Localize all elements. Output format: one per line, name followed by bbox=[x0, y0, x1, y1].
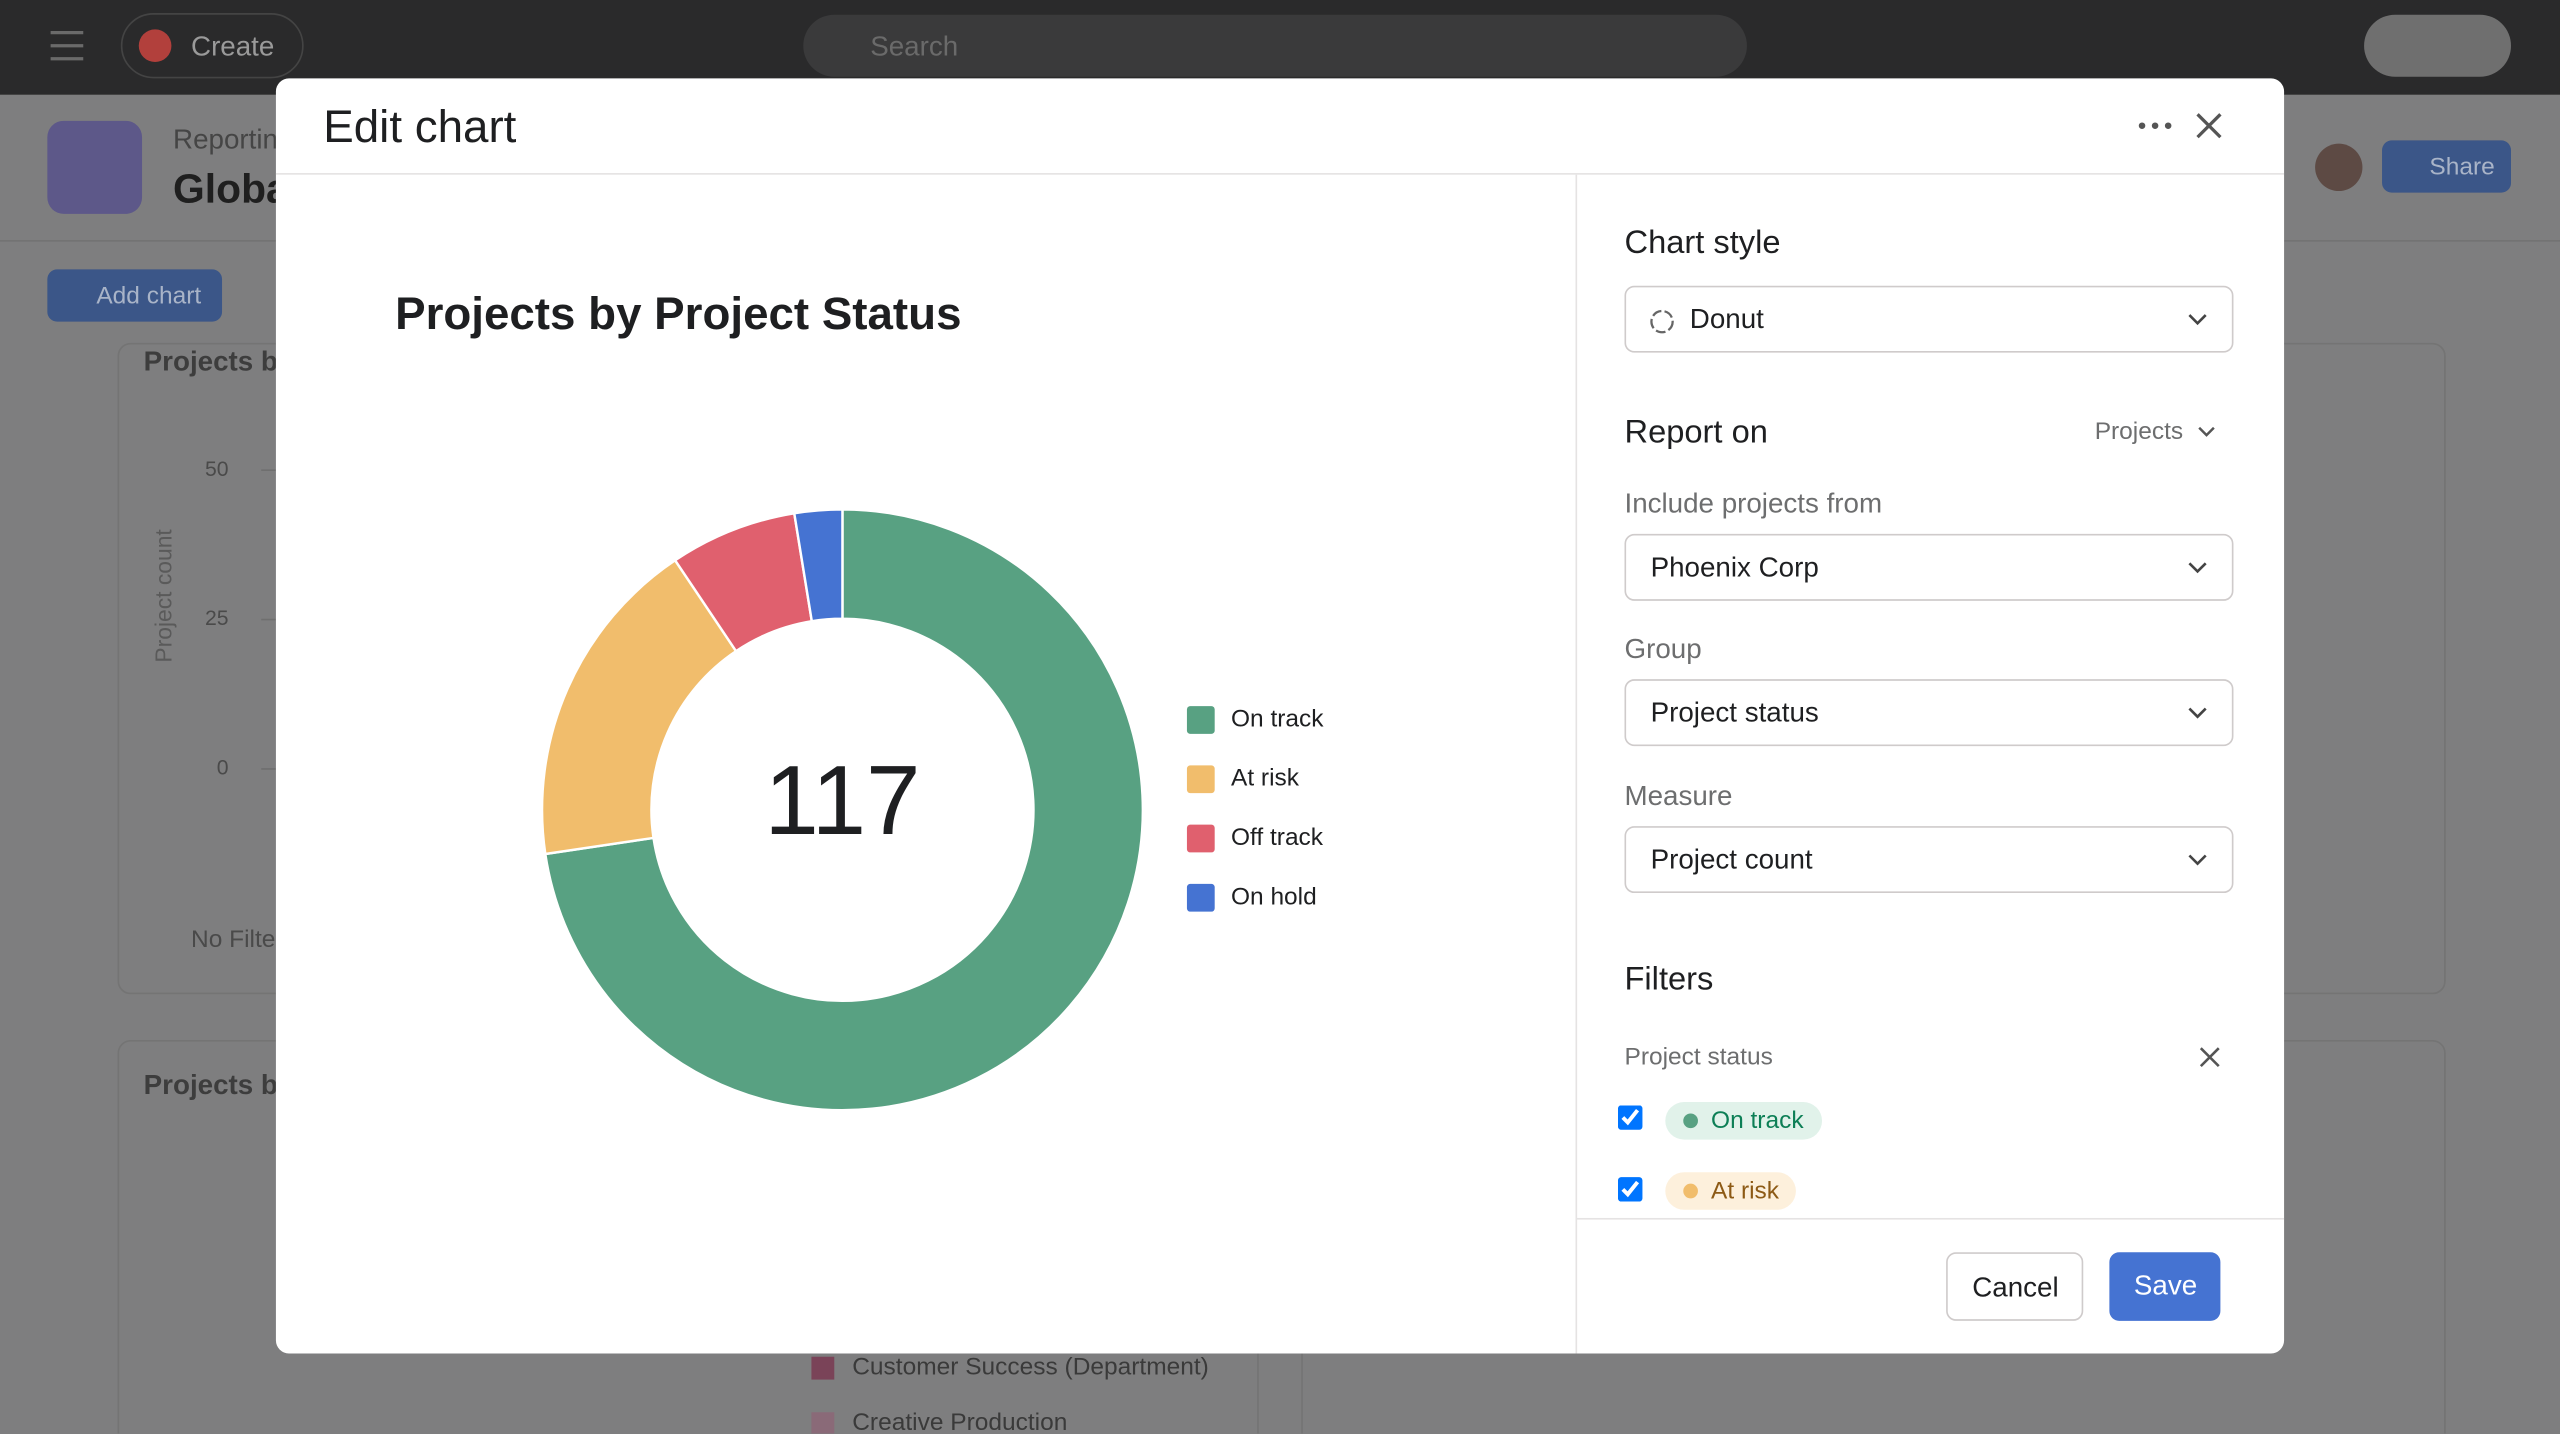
button-label: Save bbox=[2133, 1270, 2198, 1302]
filter-label: No Filte bbox=[191, 925, 276, 954]
donut-slice bbox=[543, 508, 1145, 1112]
breadcrumb: Reporting bbox=[173, 124, 294, 156]
include-dropdown[interactable]: Phoenix Corp bbox=[1624, 533, 2234, 601]
filter-checkbox[interactable] bbox=[1617, 1105, 1643, 1130]
close-button[interactable] bbox=[2196, 113, 2222, 139]
legend-label: Customer Success (Department) bbox=[852, 1353, 1209, 1382]
section-heading: Report on bbox=[1624, 414, 1768, 451]
create-button[interactable]: Create bbox=[120, 13, 304, 79]
y-tick-label: 0 bbox=[217, 757, 229, 780]
legend-label: On hold bbox=[1231, 883, 1317, 910]
donut-total: 117 bbox=[764, 745, 920, 855]
share-button[interactable]: Share bbox=[2382, 140, 2512, 193]
cancel-button[interactable]: Cancel bbox=[1946, 1252, 2084, 1321]
legend-label: Creative Production bbox=[852, 1408, 1068, 1434]
legend-swatch bbox=[1186, 706, 1215, 734]
legend-swatch bbox=[811, 1412, 835, 1434]
field-label: Measure bbox=[1624, 780, 1733, 812]
button-label: Cancel bbox=[1972, 1271, 2059, 1303]
legend-label: On track bbox=[1231, 705, 1324, 732]
y-tick-label: 25 bbox=[205, 607, 229, 630]
y-tick-label: 50 bbox=[205, 458, 229, 481]
divider bbox=[1575, 1217, 2285, 1220]
report-title: Globa bbox=[173, 166, 289, 213]
status-pill: On track bbox=[1665, 1102, 1823, 1140]
divider bbox=[275, 173, 2285, 175]
remove-filter[interactable] bbox=[2199, 1047, 2220, 1068]
create-label: Create bbox=[191, 31, 275, 63]
card-title: Projects b bbox=[143, 1069, 278, 1101]
measure-dropdown[interactable]: Project count bbox=[1624, 826, 2234, 894]
pill-label: At risk bbox=[1711, 1177, 1780, 1205]
legend-swatch bbox=[1186, 824, 1215, 853]
search-box[interactable]: Search bbox=[803, 14, 1747, 77]
legend-swatch bbox=[811, 1356, 835, 1380]
chart-title: Projects by Project Status bbox=[395, 288, 961, 339]
section-heading: Chart style bbox=[1624, 225, 1781, 262]
filter-checkbox[interactable] bbox=[1617, 1177, 1643, 1202]
profile-pill[interactable] bbox=[2364, 14, 2512, 77]
legend-label: Off track bbox=[1231, 824, 1324, 851]
report-on-select[interactable]: Projects bbox=[2094, 417, 2184, 446]
dropdown-value: Donut bbox=[1689, 303, 1764, 335]
modal-title: Edit chart bbox=[323, 101, 517, 152]
menu-icon[interactable] bbox=[49, 29, 85, 62]
avatar bbox=[2315, 143, 2363, 192]
create-icon bbox=[138, 29, 172, 63]
field-label: Group bbox=[1624, 633, 1702, 665]
card-title: Projects b bbox=[143, 346, 278, 378]
pill-label: On track bbox=[1711, 1106, 1804, 1135]
donut-slice bbox=[540, 558, 738, 856]
donut-slice bbox=[792, 508, 844, 623]
dropdown-value: Phoenix Corp bbox=[1650, 551, 1819, 583]
dropdown-value: Project status bbox=[1650, 697, 1819, 729]
more-button[interactable] bbox=[2137, 114, 2176, 137]
status-pill: At risk bbox=[1665, 1172, 1796, 1210]
legend-swatch bbox=[1186, 883, 1215, 912]
settings-panel: Chart style Donut Report on Projects Inc… bbox=[1577, 175, 2284, 1220]
report-icon bbox=[47, 120, 143, 214]
bg-axis: 0 25 50 bbox=[205, 458, 278, 780]
share-label: Share bbox=[2429, 153, 2495, 182]
donut-chart: Projects by Project Status 117 On track A… bbox=[395, 288, 1324, 1112]
add-chart-button[interactable]: Add chart bbox=[47, 269, 223, 322]
group-dropdown[interactable]: Project status bbox=[1624, 679, 2234, 747]
dropdown-value: Project count bbox=[1650, 844, 1813, 876]
legend-swatch bbox=[1186, 765, 1215, 794]
divider bbox=[1575, 174, 1578, 1354]
section-heading: Filters bbox=[1624, 961, 1714, 998]
save-button[interactable]: Save bbox=[2109, 1252, 2221, 1321]
field-label: Include projects from bbox=[1624, 488, 1883, 520]
add-chart-label: Add chart bbox=[96, 282, 202, 311]
legend-label: At risk bbox=[1231, 765, 1300, 792]
search-placeholder: Search bbox=[870, 31, 959, 63]
filter-field: Project status bbox=[1624, 1043, 1773, 1072]
chart-style-dropdown[interactable]: Donut bbox=[1624, 285, 2234, 353]
